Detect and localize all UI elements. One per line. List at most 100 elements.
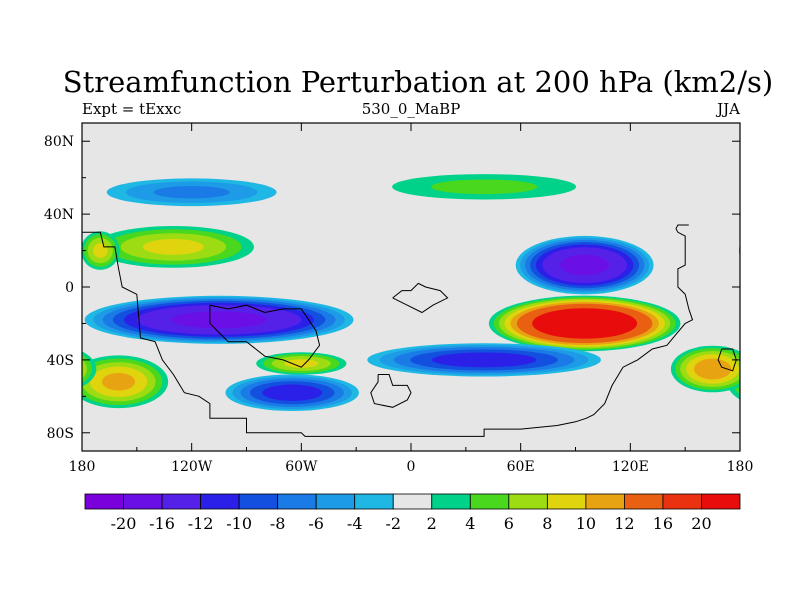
contour-feature [515,235,654,295]
contour-feature [92,226,254,268]
contour-level-wrap [748,367,800,397]
colorbar-swatch [431,493,471,510]
colorbar-swatch [161,493,201,510]
colorbar-swatch [546,493,587,510]
colorbar-swatch [701,493,741,510]
chart-title: Streamfunction Perturbation at 200 hPa (… [63,65,773,99]
contour-feature [367,343,601,377]
colorbar-swatch [200,493,240,510]
y-tick-label: 0 [65,280,74,296]
colorbar-label: -4 [347,514,363,533]
continent-outlines [82,224,737,437]
colorbar-swatch [315,493,356,510]
x-tick-label: 120E [612,459,649,475]
subtitle-left: Expt = tExxc [82,100,181,118]
contour-level-wrap [795,305,800,334]
colorbar-swatch [277,493,317,510]
contour-feature [82,355,800,409]
contour-level-wrap [742,234,775,267]
contour-level-wrap [760,373,793,391]
colorbar-label: 8 [542,514,552,533]
contour-level [430,179,538,195]
contour-level-wrap [771,301,800,339]
y-tick-label: 40N [44,207,74,223]
contour-level-wrap [82,354,92,384]
colorbar-label: -20 [111,514,137,533]
x-axis: 180 120W 60W 0 60E 120E 180 [69,123,754,475]
colorbar-label: -8 [270,514,286,533]
contour-level-wrap [782,303,800,337]
contour-level-wrap [732,368,740,395]
contour-level-wrap [751,243,766,258]
contour-level-wrap [743,296,800,344]
x-tick-label: 0 [407,459,416,475]
colorbar-swatch [392,493,433,510]
colorbar-swatch [662,493,702,510]
contour-level-wrap [738,244,740,257]
contour-level-wrap [739,378,740,385]
colorbar-label: -12 [188,514,214,533]
contour-feature [256,352,347,375]
field-background [82,123,740,451]
contour-level [153,186,230,199]
colorbar-swatch [238,493,279,510]
x-tick-label: 180 [69,459,96,475]
contour-feature [225,374,359,411]
colorbar-label: 6 [504,514,514,533]
contour-feature [84,295,800,344]
colorbar-label: 10 [576,514,596,533]
x-tick-label: 120W [171,459,213,475]
colorbar-label: -10 [226,514,252,533]
contour-level-wrap [761,299,800,341]
contour-feature [106,178,277,207]
contour-level-wrap [746,238,771,263]
contour-feature [82,231,775,270]
continent-outline [717,348,737,372]
y-tick-label: 80S [47,426,74,442]
colorbar-label: -2 [385,514,401,533]
x-tick-label: 180 [727,459,754,475]
contour-feature [392,174,577,200]
colorbar-swatch [585,493,625,510]
contour-level [284,359,319,368]
contour-field [82,123,800,451]
colorbar: -20 -16 -12 -10 -8 -6 -4 -2 2 4 6 8 10 12 16 20 [84,493,741,533]
contour-feature [488,295,681,352]
contour-level [92,243,108,258]
subtitle-center: 530_0_MaBP [362,100,461,118]
colorbar-label: 20 [691,514,711,533]
colorbar-swatch [354,493,394,510]
contour-level [560,254,610,276]
contour-level [431,352,537,368]
colorbar-swatch [508,493,548,510]
contour-level-wrap [751,297,800,342]
colorbar-label: 4 [465,514,475,533]
contour-level [554,314,615,333]
colorbar-swatch [624,493,664,510]
contour-level [142,239,204,255]
continent-outline [209,304,321,368]
subtitle-right: JJA [715,100,740,118]
continent-outline [392,282,449,314]
y-axis: 80N 40N 0 40S 80S [44,134,740,442]
x-tick-label: 60E [507,459,535,475]
colorbar-label: -6 [308,514,324,533]
continent-outline [82,224,694,437]
y-tick-label: 40S [47,353,74,369]
colorbar-swatch [123,493,163,510]
contour-level [102,372,136,391]
colorbar-swatch [469,493,510,510]
colorbar-label: 16 [653,514,673,533]
y-tick-label: 80N [44,134,74,150]
colorbar-label: -16 [149,514,175,533]
contour-level [262,384,323,401]
continent-outline [370,374,412,408]
colorbar-swatch [84,493,124,510]
contour-feature [82,345,740,393]
colorbar-label: 2 [427,514,437,533]
contour-level-wrap [82,359,87,379]
contour-level [171,311,267,329]
colorbar-label: 12 [614,514,634,533]
contour-level [693,358,732,380]
